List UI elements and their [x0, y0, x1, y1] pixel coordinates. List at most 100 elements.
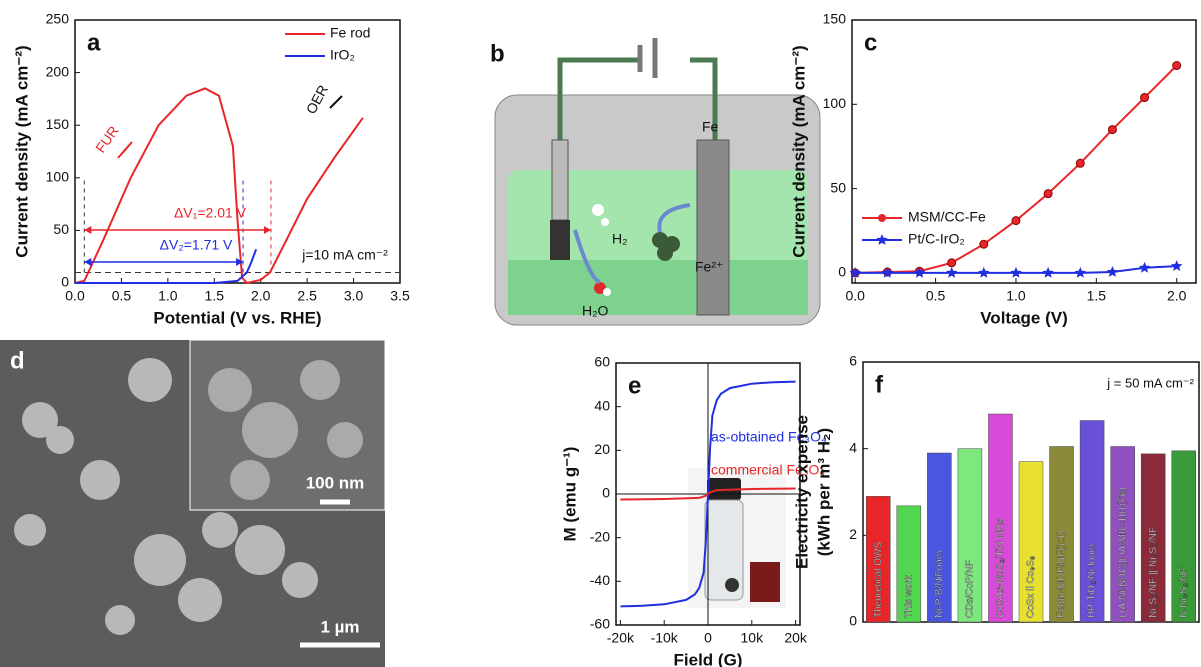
y-tick-label: 100	[823, 95, 847, 111]
panel-label: f	[875, 371, 884, 398]
legend-marker	[876, 234, 887, 245]
panel-label: a	[87, 29, 101, 56]
marker	[1075, 267, 1086, 278]
x-tick-label: 2.0	[251, 288, 271, 304]
x-axis-label: Potential (V vs. RHE)	[153, 308, 321, 327]
x-tick-label: 20k	[784, 630, 808, 646]
annotation: OER	[303, 82, 331, 116]
x-tick-label: 0	[704, 630, 712, 646]
marker	[1010, 267, 1021, 278]
x-tick-label: 0.0	[845, 288, 865, 304]
marker	[980, 240, 988, 248]
x-tick-label: -20k	[607, 630, 635, 646]
panel-label: e	[628, 372, 641, 399]
category-label: This work	[903, 574, 914, 618]
category-label: Ni₃S₂/NF || Ni₃S₂/NF	[1148, 527, 1159, 618]
legend-marker	[878, 214, 886, 222]
diagram-text: Fe	[702, 119, 719, 135]
y-tick-label: 250	[46, 11, 70, 27]
plot-frame	[852, 20, 1196, 283]
category-label: CoSAs-MoS₂/TiN NRs	[995, 519, 1006, 618]
marker	[1171, 260, 1182, 271]
y-axis-label: Electricity expense	[792, 415, 811, 569]
y-tick-label: 40	[594, 397, 610, 413]
category-label: HP-TiO₂/Ni foam	[1087, 544, 1098, 618]
y-axis-label: Current density (mA cm⁻²)	[12, 45, 31, 257]
marker	[1108, 126, 1116, 134]
marker	[978, 267, 989, 278]
y-tick-label: 200	[46, 63, 70, 79]
category-label: LIA-Ni-BDC||LIA-MIL-101(Fe)	[1117, 487, 1128, 618]
x-tick-label: -10k	[651, 630, 679, 646]
marker	[1044, 190, 1052, 198]
category-label: CoSx ll Co₉S₈	[1026, 556, 1037, 618]
x-tick-label: 0.0	[65, 288, 85, 304]
category-label: N-Ni₃S₂/NF	[1178, 567, 1189, 618]
scale-label: 100 nm	[306, 473, 365, 492]
y-tick-label: 50	[830, 179, 846, 195]
arrow	[330, 96, 342, 108]
panel-label: d	[10, 347, 25, 374]
diagram-text: H₂O	[582, 303, 609, 319]
y-axis-label: Current density (mA cm⁻²)	[789, 45, 808, 257]
marker	[1107, 266, 1118, 277]
legend-label: Pt/C-IrO₂	[908, 231, 965, 247]
y-tick-label: -40	[590, 572, 610, 588]
y-tick-label: 60	[594, 354, 610, 370]
annotation: j=10 mA cm⁻²	[301, 247, 388, 263]
category-label: Ni-P-B/NiFoam	[934, 551, 945, 618]
arrow	[118, 142, 132, 158]
marker	[1139, 262, 1150, 273]
series-line	[75, 249, 256, 283]
y-axis-label: M (emu g⁻¹)	[560, 447, 579, 542]
y-tick-label: 100	[46, 169, 70, 185]
y-axis-label: (kWh per m³ H₂)	[814, 428, 833, 556]
y-tick-label: 6	[849, 353, 857, 369]
micrograph-d: d 100 nm 1 µm	[0, 340, 385, 667]
legend-label: MSM/CC-Fe	[908, 209, 986, 225]
y-tick-label: 4	[849, 439, 857, 455]
legend-label: Fe rod	[330, 25, 370, 41]
annotation: FUR	[92, 123, 122, 156]
panel-label: b	[490, 40, 505, 67]
diagram-text: H₂	[612, 231, 628, 247]
marker	[914, 267, 925, 278]
marker	[1042, 267, 1053, 278]
y-tick-label: 2	[849, 526, 857, 542]
x-tick-label: 1.0	[1006, 288, 1026, 304]
annotation: ΔV₂=1.71 V	[160, 237, 233, 253]
marker	[1173, 62, 1181, 70]
y-tick-label: 20	[594, 441, 610, 457]
figure: b Fe H₂ Fe²⁺ H₂O d 100 nm 1 µm a 0 50 100 15…	[0, 0, 1201, 667]
y-tick-label: 0	[602, 485, 610, 501]
x-tick-label: 0.5	[926, 288, 946, 304]
marker	[1141, 94, 1149, 102]
scale-label: 1 µm	[320, 617, 359, 636]
y-tick-label: -20	[590, 528, 610, 544]
diagram-b: b Fe H₂ Fe²⁺ H₂O	[490, 38, 820, 325]
x-axis-label: Voltage (V)	[980, 308, 1068, 327]
y-tick-label: 0	[849, 613, 857, 629]
annotation: j = 50 mA cm⁻²	[1106, 375, 1194, 390]
y-tick-label: 150	[46, 116, 70, 132]
x-tick-label: 3.5	[390, 288, 410, 304]
panel-label: c	[864, 29, 877, 56]
x-tick-label: 2.0	[1167, 288, 1187, 304]
legend-label: IrO₂	[330, 47, 355, 63]
x-tick-label: 1.0	[158, 288, 178, 304]
diagram-text: Fe²⁺	[695, 259, 723, 275]
category-label: Theoretical OWS	[873, 542, 884, 618]
marker	[948, 259, 956, 267]
series-line	[855, 66, 1176, 273]
category-label: FeMn-MOF/NF(1:1)	[1056, 530, 1067, 618]
y-tick-label: 0	[838, 264, 846, 280]
x-tick-label: 3.0	[344, 288, 364, 304]
category-label: CDs/CoP/NF	[965, 560, 976, 618]
x-tick-label: 1.5	[205, 288, 225, 304]
x-tick-label: 10k	[741, 630, 765, 646]
marker	[1012, 217, 1020, 225]
marker	[1076, 159, 1084, 167]
annotation: ΔV₁=2.01 V	[174, 205, 247, 221]
y-tick-label: 150	[823, 11, 847, 27]
x-tick-label: 1.5	[1087, 288, 1107, 304]
